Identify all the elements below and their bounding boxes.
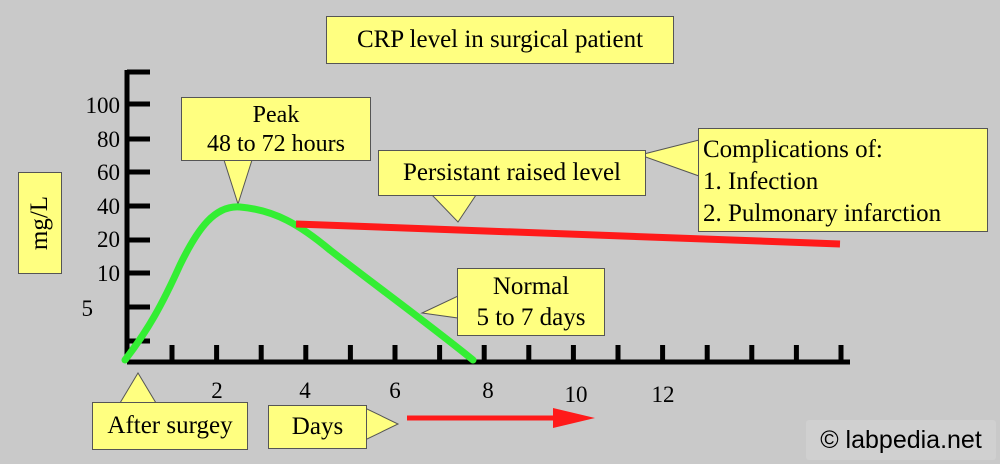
chart-title-text: CRP level in surgical patient <box>356 26 644 53</box>
normal-callout-line: Normal <box>492 273 570 300</box>
persistent-crp-line <box>295 220 841 248</box>
y-axis-ticks <box>127 69 150 344</box>
x-axis-label-box: Days <box>268 405 367 449</box>
x-tick-label: 6 <box>389 378 401 403</box>
x-tick-label: 4 <box>299 378 311 403</box>
persistent-callout-text: Persistant raised level <box>403 159 621 186</box>
x-axis-ticks <box>169 345 844 362</box>
complications-callout-line: Complications of: <box>703 136 883 163</box>
x-tick-label: 10 <box>565 382 588 407</box>
y-tick-label: 40 <box>97 194 120 219</box>
normal-callout-line: 5 to 7 days <box>476 304 586 331</box>
start-callout-text: After surgey <box>107 412 233 439</box>
chart-title: CRP level in surgical patient <box>326 16 674 64</box>
x-tick-label: 2 <box>211 378 223 403</box>
y-tick-label: 10 <box>97 261 120 286</box>
days-callout-pointer <box>364 407 400 441</box>
normal-callout: Normal 5 to 7 days <box>457 268 605 336</box>
normal-crp-curve <box>121 203 477 364</box>
complications-callout: Complications of: 1. Infection 2. Pulmon… <box>698 128 988 232</box>
days-arrow-head <box>553 408 595 428</box>
x-tick-label: 12 <box>652 382 675 407</box>
y-axis-label: mg/L <box>26 195 53 251</box>
persistent-callout-pointer <box>430 194 477 223</box>
complications-callout-line: 2. Pulmonary infarction <box>703 200 942 227</box>
y-tick-label: 5 <box>82 296 94 321</box>
x-axis-label: Days <box>291 413 344 440</box>
watermark-text: © labpedia.net <box>820 426 982 454</box>
y-tick-label: 20 <box>97 227 120 252</box>
start-callout: After surgey <box>92 402 248 450</box>
y-axis-label-box: mg/L <box>18 172 62 274</box>
start-callout-pointer <box>119 372 157 404</box>
persistent-callout: Persistant raised level <box>378 150 646 196</box>
peak-callout: Peak 48 to 72 hours <box>181 97 371 161</box>
y-tick-label: 100 <box>86 93 121 118</box>
peak-callout-line: 48 to 72 hours <box>207 131 345 157</box>
y-tick-label: 80 <box>97 127 120 152</box>
peak-callout-pointer <box>223 159 253 206</box>
normal-callout-pointer <box>420 295 459 319</box>
watermark: © labpedia.net <box>806 420 996 460</box>
complications-callout-pointer <box>638 139 700 177</box>
x-tick-label: 8 <box>482 378 494 403</box>
complications-callout-line: 1. Infection <box>703 168 819 195</box>
peak-callout-line: Peak <box>252 102 300 128</box>
y-tick-label: 60 <box>97 160 120 185</box>
